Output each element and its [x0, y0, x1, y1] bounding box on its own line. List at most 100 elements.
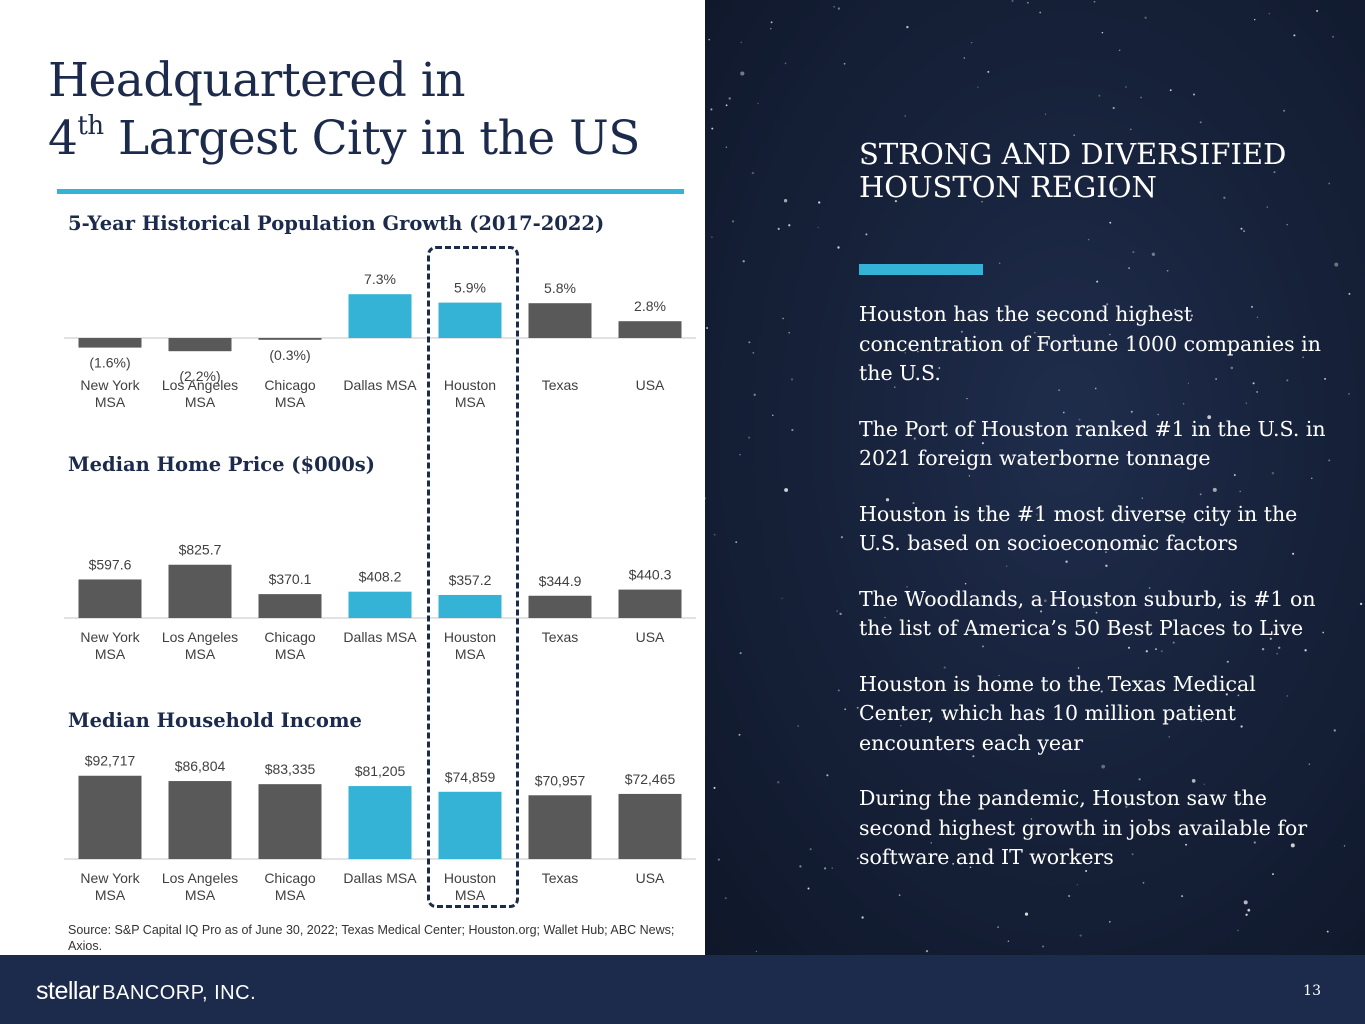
- sidebar-bullet: During the pandemic, Houston saw the sec…: [859, 786, 1308, 869]
- bar: [258, 784, 322, 859]
- star: [1109, 221, 1112, 224]
- bar: [618, 793, 682, 859]
- star: [1254, 18, 1256, 21]
- star: [1087, 238, 1090, 241]
- star: [1286, 379, 1289, 382]
- source-note: Source: S&P Capital IQ Pro as of June 30…: [68, 923, 675, 953]
- category-label: Los Angeles: [162, 377, 238, 393]
- star: [970, 435, 973, 438]
- star: [938, 367, 941, 369]
- star: [826, 774, 829, 777]
- star: [1096, 280, 1099, 283]
- category-label: MSA: [275, 887, 306, 903]
- star: [1322, 631, 1325, 634]
- star: [968, 475, 971, 477]
- star: [739, 652, 742, 655]
- star: [856, 706, 859, 709]
- sidebar-bullet: Houston is home to the Texas Medical Cen…: [859, 671, 1256, 755]
- category-label: Houston: [444, 629, 496, 645]
- star: [1144, 16, 1147, 19]
- star: [770, 28, 772, 30]
- star: [1101, 764, 1106, 769]
- star: [1302, 356, 1305, 359]
- bar: [78, 775, 142, 859]
- data-label: $408.2: [359, 569, 402, 585]
- star: [1348, 292, 1351, 295]
- star: [1043, 599, 1047, 603]
- category-label: Houston: [444, 377, 496, 393]
- title-line-2: Largest City in the US: [103, 111, 640, 166]
- star: [1316, 9, 1319, 12]
- star: [791, 428, 794, 432]
- star: [1006, 565, 1008, 567]
- star: [799, 865, 802, 868]
- star: [728, 97, 731, 100]
- star: [836, 610, 838, 612]
- star: [1082, 606, 1085, 609]
- title-line-1: Headquartered in: [48, 53, 466, 108]
- star: [900, 725, 902, 727]
- star: [865, 233, 868, 236]
- category-label: USA: [636, 629, 665, 645]
- star: [1125, 805, 1128, 808]
- star: [1308, 763, 1310, 765]
- star: [1113, 187, 1118, 191]
- star: [864, 156, 868, 160]
- category-label: Los Angeles: [162, 870, 238, 886]
- sidebar-bullet: The Woodlands, a Houston suburb, is #1 o…: [859, 586, 1316, 641]
- star: [1243, 230, 1246, 233]
- data-label: $440.3: [629, 567, 672, 583]
- star: [1096, 606, 1099, 608]
- star: [1226, 660, 1229, 663]
- star: [1190, 314, 1194, 317]
- star: [1030, 818, 1033, 820]
- category-label: USA: [636, 377, 665, 393]
- star: [1286, 223, 1288, 226]
- star: [705, 497, 707, 500]
- star: [739, 454, 741, 456]
- data-label: 2.8%: [634, 298, 666, 314]
- star: [1130, 128, 1132, 131]
- data-label: (2.2%): [179, 368, 220, 384]
- bar: [528, 303, 592, 338]
- star: [1334, 262, 1339, 267]
- star: [1009, 793, 1012, 797]
- sidebar-heading: STRONG AND DIVERSIFIED HOUSTON REGION: [859, 137, 1287, 204]
- star: [752, 352, 755, 354]
- star: [861, 916, 864, 919]
- star: [1098, 94, 1101, 97]
- title-ordinal-suffix: th: [77, 111, 104, 141]
- star: [1290, 843, 1295, 848]
- star: [1245, 402, 1247, 404]
- houston-highlight-box: [427, 246, 519, 908]
- star: [1311, 477, 1313, 479]
- category-label: Dallas MSA: [343, 870, 417, 886]
- star: [898, 894, 901, 896]
- star: [1077, 667, 1080, 669]
- bar: [168, 564, 232, 618]
- bar: [168, 338, 232, 352]
- star: [1230, 366, 1234, 370]
- data-label: (1.6%): [89, 355, 130, 371]
- star: [1199, 493, 1202, 496]
- star: [1199, 121, 1202, 124]
- star: [833, 5, 835, 8]
- star: [952, 862, 955, 865]
- star: [777, 227, 780, 230]
- star: [1079, 934, 1082, 937]
- star: [706, 327, 709, 329]
- star: [790, 378, 794, 381]
- star: [788, 224, 791, 227]
- star: [1239, 490, 1242, 493]
- star: [963, 57, 965, 59]
- star: [894, 199, 898, 203]
- star: [1105, 551, 1107, 553]
- logo-company-name: BANCORP, INC.: [102, 982, 257, 1004]
- star: [1141, 497, 1143, 499]
- star: [1250, 305, 1254, 308]
- star: [1011, 0, 1014, 3]
- star: [783, 199, 788, 203]
- star: [1118, 49, 1121, 52]
- star: [1276, 652, 1279, 655]
